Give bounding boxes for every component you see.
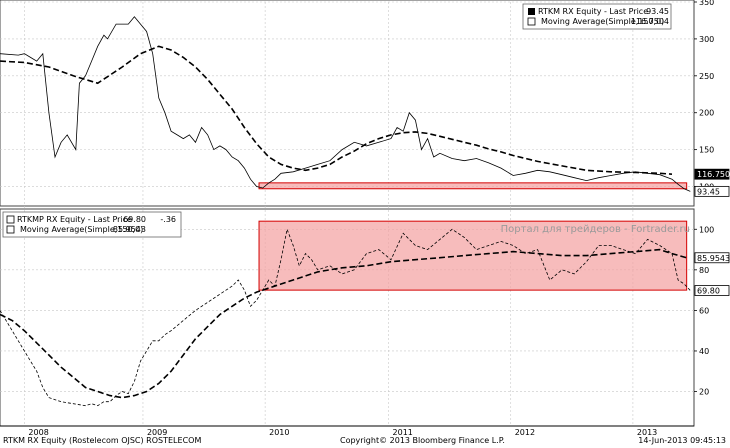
- bottom-legend: RTKMP RX Equity - Last Price 69.80 -.36 …: [2, 211, 182, 238]
- x-tick-label-2013: 2013: [637, 428, 657, 437]
- bottom-y-tick-label-60: 60: [699, 306, 709, 315]
- bottom-last-value-flag-2: [694, 252, 730, 264]
- bottom-y-tick-label-80: 80: [699, 266, 709, 275]
- top-y-tick-label-150: 150: [699, 146, 714, 155]
- bottom-highlight-band: [258, 220, 688, 291]
- top-last-value-label-1: 93.45: [697, 187, 720, 196]
- top-legend-entry-1-value: 93.45: [646, 7, 669, 16]
- bottom-legend-entry-1-label: RTKMP RX Equity - Last Price: [17, 215, 132, 224]
- bottom-moving-average-line: [0, 248, 687, 399]
- bottom-last-value-label-1: 69.80: [697, 287, 720, 296]
- bottom-price-line: [0, 227, 691, 407]
- bottom-series: [0, 227, 691, 407]
- x-axis-labels: 2008 2009 2010 2011 2012 2013: [28, 428, 657, 437]
- bottom-y-tick-label-40: 40: [699, 347, 709, 356]
- bottom-legend-entry-2-label: Moving Average(Simple,150,0): [20, 225, 143, 234]
- bottom-last-value-flag-1: [694, 285, 730, 296]
- top-last-value-flag-2: [694, 168, 730, 180]
- watermark: Портал для трейдеров - Fortrader.ru: [501, 224, 690, 235]
- top-y-tick-label-250: 250: [699, 72, 714, 81]
- top-y-tick-label-300: 300: [699, 35, 714, 44]
- top-moving-average-line: [0, 45, 673, 175]
- top-price-line: [0, 16, 691, 192]
- bottom-legend-entry-1-value: 69.80: [123, 215, 146, 224]
- bottom-y-tick-label-100: 100: [699, 225, 714, 234]
- highlight-bands: [258, 182, 688, 291]
- top-legend: RTKM RX Equity - Last Price 93.45 Moving…: [522, 3, 672, 30]
- bottom-y-tick-label-20: 20: [699, 388, 709, 397]
- bottom-last-value-label-2: 85.9543: [697, 254, 730, 263]
- footer-timestamp: 14-Jun-2013 09:45:13: [638, 436, 726, 445]
- top-highlight-band: [258, 182, 688, 190]
- footer-copyright: Copyright© 2013 Bloomberg Finance L.P.: [340, 436, 505, 445]
- bottom-legend-entry-1-change: -.36: [160, 215, 176, 224]
- x-tick-label-2010: 2010: [269, 428, 289, 437]
- top-last-value-label-2: 116.7504: [697, 170, 730, 179]
- top-legend-entry-1-label: RTKM RX Equity - Last Price: [538, 7, 648, 16]
- bottom-legend-entry-2-value: 85.9543: [113, 225, 146, 234]
- top-last-value-flag-1: [694, 185, 730, 197]
- footer-source: RTKM RX Equity (Rostelecom OJSC) ROSTELE…: [3, 436, 202, 445]
- top-y-tick-label-350: 350: [699, 0, 714, 7]
- x-tick-label-2009: 2009: [147, 428, 167, 437]
- top-legend-entry-2-value: 116.7504: [631, 17, 669, 26]
- top-legend-entry-2-label: Moving Average(Simple,150,0): [541, 17, 664, 26]
- x-tick-label-2012: 2012: [515, 428, 535, 437]
- x-tick-label-2011: 2011: [393, 428, 413, 437]
- last-value-flags: 93.45 116.7504 69.80 85.9543: [694, 168, 730, 296]
- top-y-tick-label-200: 200: [699, 109, 714, 118]
- top-panel-frame: [0, 0, 695, 207]
- bottom-y-axis: 20 40 60 80 100: [694, 225, 714, 397]
- top-y-axis: 100150200250300350: [694, 0, 714, 192]
- top-series: [0, 16, 691, 192]
- x-tick-label-2008: 2008: [28, 428, 48, 437]
